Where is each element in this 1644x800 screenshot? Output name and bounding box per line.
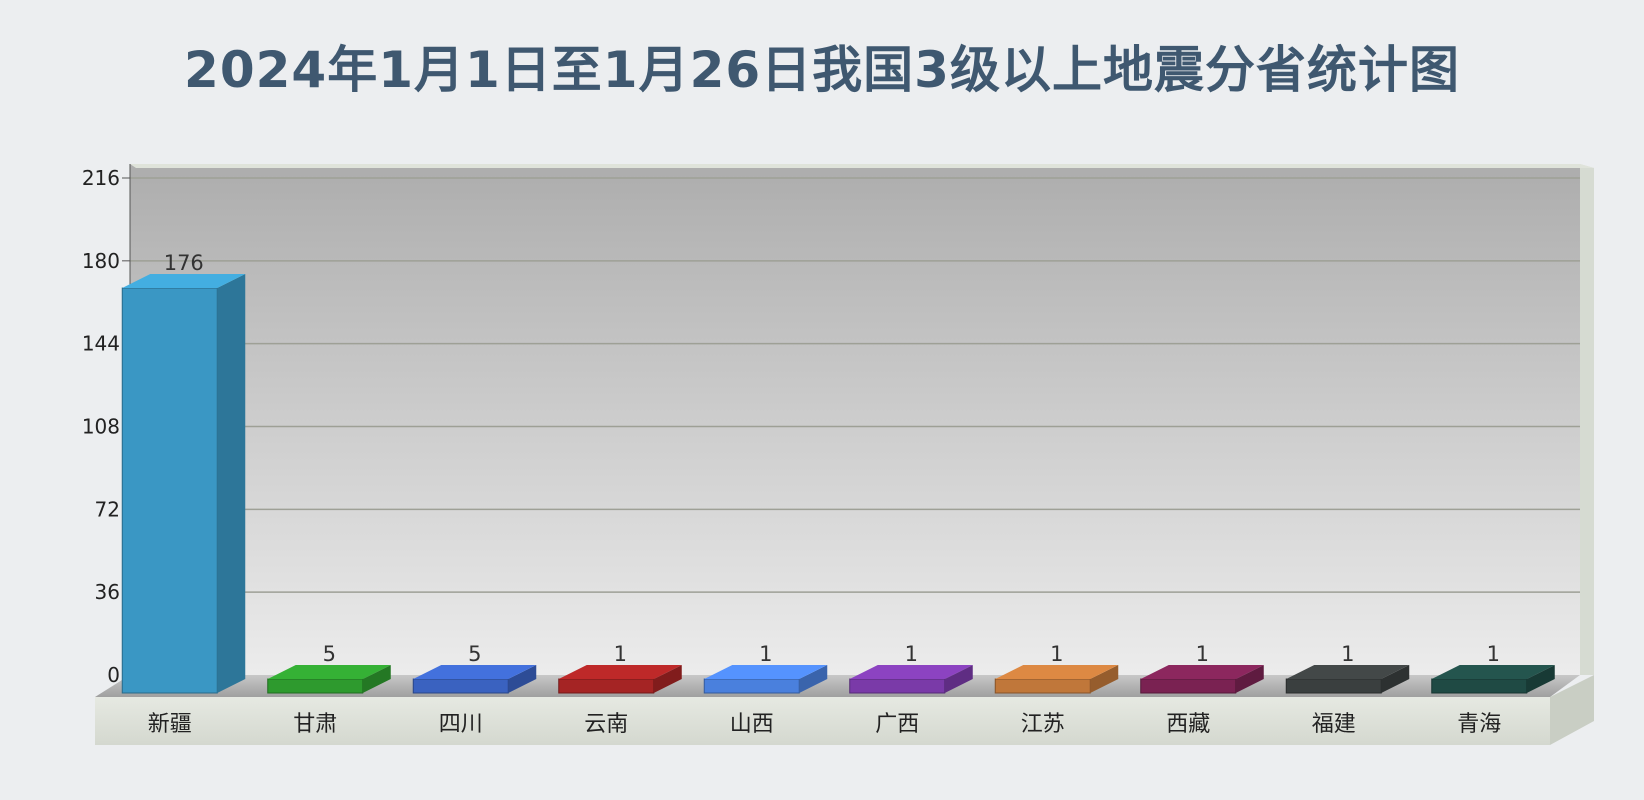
bar-front	[1140, 678, 1237, 694]
bar-front	[994, 678, 1091, 694]
bar-front	[703, 678, 800, 694]
bar-9: 1	[1431, 642, 1555, 694]
chart-frame	[95, 164, 1594, 745]
x-category-label: 江苏	[1021, 712, 1065, 737]
bar-top	[1286, 665, 1410, 679]
bar-top	[413, 665, 537, 679]
y-tick-label: 0	[107, 663, 120, 687]
bar-value-label: 1	[1196, 642, 1209, 666]
base-front	[95, 697, 1550, 745]
y-tick-label: 72	[95, 497, 120, 521]
bar-side	[508, 665, 537, 693]
bar-5: 1	[849, 642, 973, 694]
bar-front	[558, 678, 655, 694]
top-rim	[130, 164, 1594, 168]
bar-top	[122, 274, 246, 289]
x-category-label: 广西	[875, 712, 919, 737]
bar-value-label: 5	[323, 642, 336, 666]
bar-6: 1	[994, 642, 1119, 694]
bar-side	[653, 665, 682, 693]
x-category-label: 山西	[730, 712, 774, 737]
bar-side	[217, 274, 246, 693]
x-category-label: 福建	[1312, 712, 1356, 737]
bar-top	[995, 665, 1119, 679]
x-category-label: 四川	[439, 712, 483, 737]
bar-value-label: 176	[164, 251, 204, 275]
bar-1: 5	[267, 642, 391, 694]
bar-side	[362, 665, 391, 693]
y-tick-label: 144	[82, 332, 120, 356]
bar-front	[121, 287, 218, 694]
bar-value-label: 1	[759, 642, 772, 666]
bar-front	[1431, 678, 1528, 694]
bar-value-label: 1	[1341, 642, 1354, 666]
y-tick-label: 36	[95, 580, 120, 604]
y-tick-label: 216	[82, 166, 120, 190]
bar-top	[1140, 665, 1264, 679]
bar-3: 1	[558, 642, 682, 694]
bar-2: 5	[412, 642, 537, 694]
bar-4: 1	[703, 642, 828, 694]
bar-top	[267, 665, 391, 679]
base-side	[1550, 675, 1594, 745]
bar-side	[944, 665, 973, 693]
bar-side	[1526, 665, 1555, 693]
bar-top	[1431, 665, 1555, 679]
x-category-label: 青海	[1457, 712, 1501, 737]
y-tick-label: 108	[82, 415, 120, 439]
x-category-label: 甘肃	[293, 712, 337, 737]
bar-front	[267, 678, 364, 694]
x-category-label: 西藏	[1166, 712, 1210, 737]
bar-8: 1	[1285, 642, 1410, 694]
y-tick-label: 180	[82, 249, 120, 273]
bar-value-label: 5	[468, 642, 481, 666]
back-wall	[130, 164, 1580, 675]
bar-side	[799, 665, 828, 693]
bars: 176 5 5 1 1 1 1 1 1 1	[121, 251, 1555, 694]
gridlines	[130, 177, 1580, 593]
side-wall	[1580, 164, 1594, 675]
bar-top	[849, 665, 973, 679]
chart-title: 2024年1月1日至1月26日我国3级以上地震分省统计图	[184, 41, 1460, 99]
bar-side	[1381, 665, 1410, 693]
bar-top	[704, 665, 828, 679]
x-axis: 新疆 甘肃 四川 云南 山西 广西 江苏 西藏 福建 青海	[148, 712, 1502, 737]
bar-side	[1090, 665, 1119, 693]
x-category-label: 云南	[584, 712, 628, 737]
bar-0: 176	[121, 251, 246, 694]
bar-value-label: 1	[1487, 642, 1500, 666]
bar-value-label: 1	[614, 642, 627, 666]
bar-top	[558, 665, 682, 679]
bar-front	[1285, 678, 1382, 694]
bar-7: 1	[1140, 642, 1264, 694]
bar-front	[412, 678, 509, 694]
bar-value-label: 1	[1050, 642, 1063, 666]
bar-side	[1235, 665, 1264, 693]
bar-front	[849, 678, 946, 694]
bar-value-label: 1	[905, 642, 918, 666]
x-category-label: 新疆	[148, 712, 192, 737]
